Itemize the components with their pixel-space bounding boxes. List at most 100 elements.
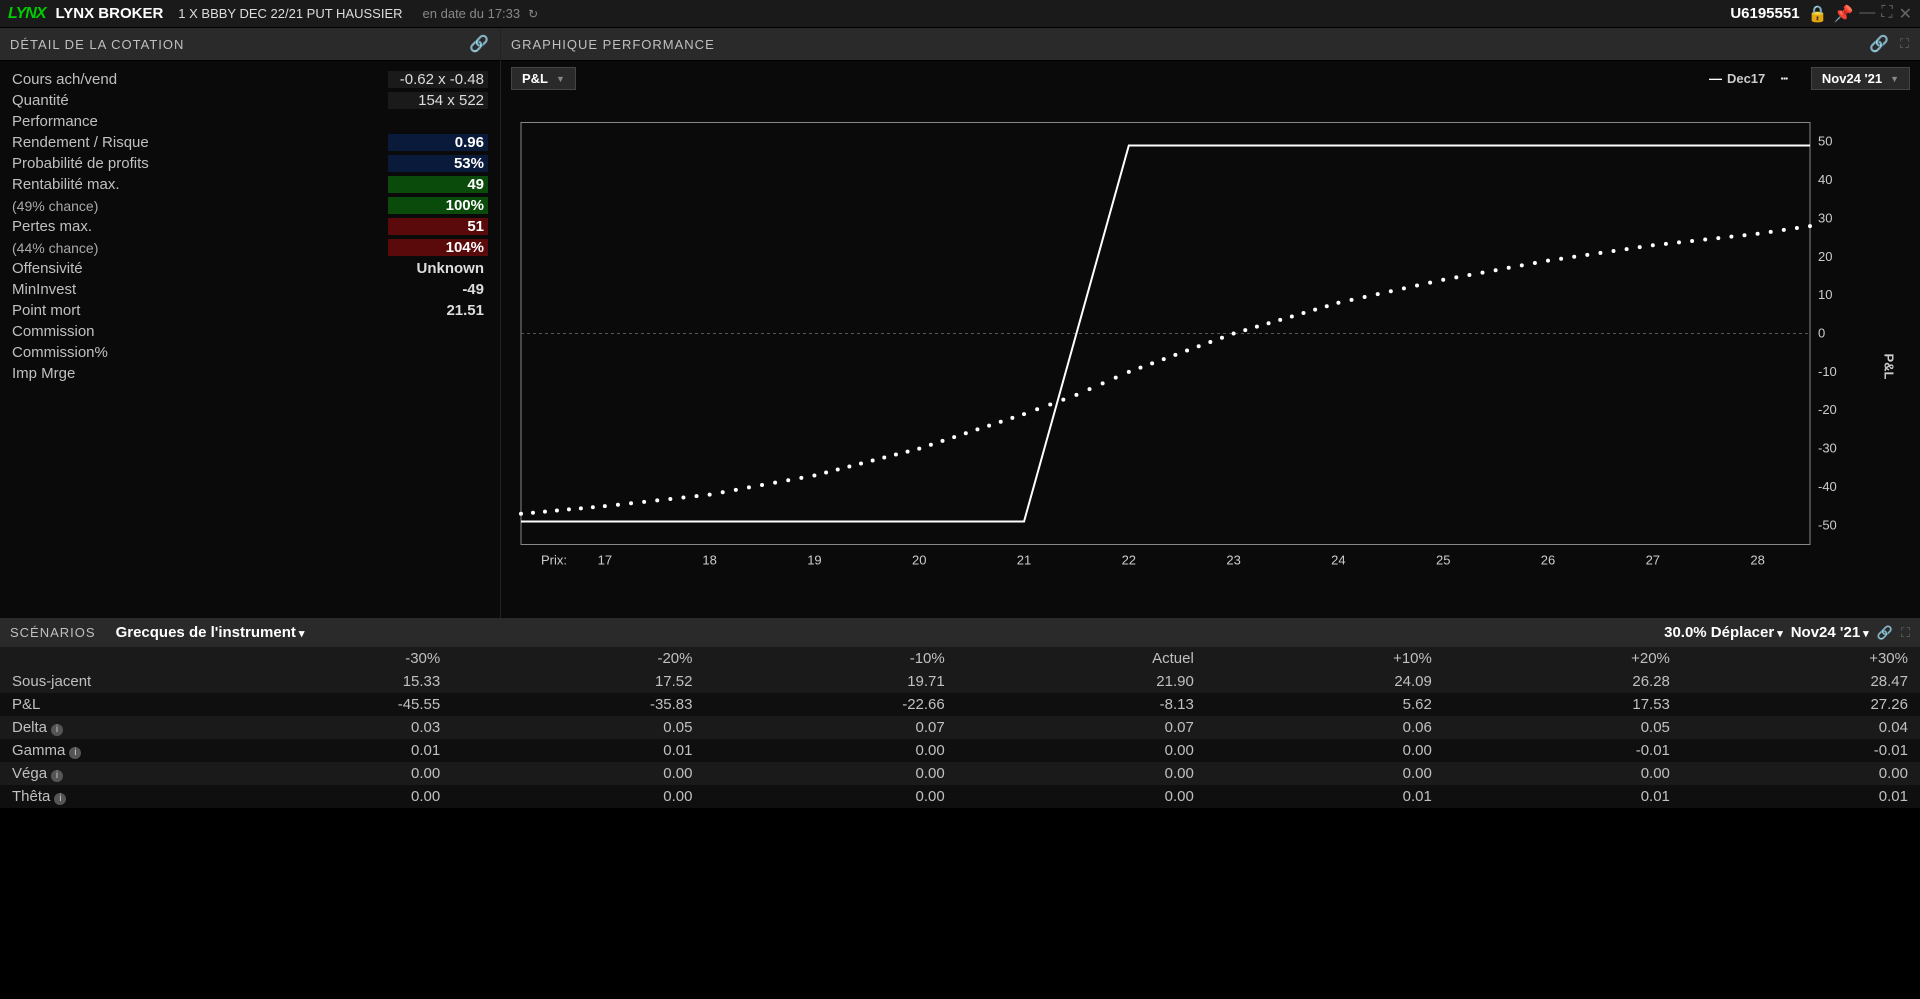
greeks-dropdown[interactable]: Grecques de l'instrument <box>116 624 305 641</box>
scenarios-header: SCÉNARIOS Grecques de l'instrument 30.0%… <box>0 618 1920 647</box>
scenario-cell: -35.83 <box>452 693 704 716</box>
date-dropdown[interactable]: Nov24 '21 <box>1811 67 1910 90</box>
scenario-cell: 21.90 <box>957 670 1206 693</box>
svg-text:24: 24 <box>1331 553 1345 568</box>
scenario-cell: 0.01 <box>1206 785 1444 808</box>
expand-icon[interactable]: ⛶ <box>1901 625 1910 641</box>
info-icon[interactable]: i <box>54 793 66 805</box>
svg-text:0: 0 <box>1818 326 1825 341</box>
svg-text:27: 27 <box>1646 553 1660 568</box>
legend-solid: Dec17 <box>1709 71 1765 86</box>
scenario-cell: 0.07 <box>957 716 1206 739</box>
imp-mrge-label: Imp Mrge <box>12 365 488 382</box>
broker-name: LYNX BROKER <box>55 5 163 22</box>
svg-text:-40: -40 <box>1818 479 1837 494</box>
breakeven-value: 21.51 <box>388 302 488 319</box>
scenario-row-label: Deltai <box>0 716 200 739</box>
timestamp: en date du 17:33 <box>423 6 521 21</box>
svg-text:19: 19 <box>807 553 821 568</box>
quote-panel-title: DÉTAIL DE LA COTATION <box>10 37 184 52</box>
info-icon[interactable]: i <box>51 724 63 736</box>
scenarios-table: -30%-20%-10%Actuel+10%+20%+30%Sous-jacen… <box>0 647 1920 808</box>
scenario-row-label: Thêtai <box>0 785 200 808</box>
scenario-row: Végai0.000.000.000.000.000.000.00 <box>0 762 1920 785</box>
scenario-cell: 0.01 <box>200 739 452 762</box>
refresh-icon[interactable]: ↻ <box>528 7 538 21</box>
scenario-cell: 0.05 <box>1444 716 1682 739</box>
scenario-column-header: +10% <box>1206 647 1444 670</box>
prob-value: 53% <box>388 155 488 172</box>
scenario-cell: 26.28 <box>1444 670 1682 693</box>
risk-label: Rendement / Risque <box>12 134 388 151</box>
logo: LYNX <box>8 5 45 23</box>
loss-label: Pertes max. <box>12 218 388 235</box>
scenario-column-header: -20% <box>452 647 704 670</box>
chart-panel: GRAPHIQUE PERFORMANCE 🔗 ⛶ P&L Dec17 Nov2… <box>500 28 1920 618</box>
svg-text:30: 30 <box>1818 210 1832 225</box>
pin-icon[interactable]: 📌 <box>1833 4 1853 24</box>
metric-dropdown[interactable]: P&L <box>511 67 576 90</box>
loss-pct: 104% <box>388 239 488 256</box>
profit-label: Rentabilité max. <box>12 176 388 193</box>
scenario-cell: 0.06 <box>1206 716 1444 739</box>
info-icon[interactable]: i <box>69 747 81 759</box>
scenario-cell: -0.01 <box>1682 739 1920 762</box>
link-icon[interactable]: 🔗 <box>1869 34 1890 54</box>
profit-value: 49 <box>388 176 488 193</box>
scenario-column-header: +20% <box>1444 647 1682 670</box>
scenario-row: Gammai0.010.010.000.000.00-0.01-0.01 <box>0 739 1920 762</box>
scenario-row: Thêtai0.000.000.000.000.010.010.01 <box>0 785 1920 808</box>
scenario-row: P&L-45.55-35.83-22.66-8.135.6217.5327.26 <box>0 693 1920 716</box>
svg-text:21: 21 <box>1017 553 1031 568</box>
mininvest-value: -49 <box>388 281 488 298</box>
prob-label: Probabilité de profits <box>12 155 388 172</box>
profit-sub-label: (49% chance) <box>12 198 388 214</box>
expand-icon[interactable]: ⛶ <box>1900 36 1910 52</box>
metric-label: P&L <box>522 71 548 86</box>
risk-value: 0.96 <box>388 134 488 151</box>
svg-text:26: 26 <box>1541 553 1555 568</box>
svg-text:20: 20 <box>912 553 926 568</box>
maximize-icon[interactable]: ⛶ <box>1881 4 1892 24</box>
scenario-cell: -8.13 <box>957 693 1206 716</box>
scenario-row-label: Végai <box>0 762 200 785</box>
scenario-cell: 17.53 <box>1444 693 1682 716</box>
scenario-cell: 17.52 <box>452 670 704 693</box>
chart-container: 50403020100-10-20-30-40-5017181920212223… <box>501 96 1920 621</box>
scenario-cell: 0.07 <box>705 716 957 739</box>
scenario-cell: 0.00 <box>452 785 704 808</box>
minimize-icon[interactable]: — <box>1859 4 1875 24</box>
scenario-cell: 0.00 <box>1206 739 1444 762</box>
scenario-cell: 0.00 <box>957 762 1206 785</box>
commission-label: Commission <box>12 323 488 340</box>
app-header: LYNX LYNX BROKER 1 X BBBY DEC 22/21 PUT … <box>0 0 1920 28</box>
scenario-date-dropdown[interactable]: Nov24 '21 <box>1791 624 1869 641</box>
scenario-cell: 27.26 <box>1682 693 1920 716</box>
chart-panel-header: GRAPHIQUE PERFORMANCE 🔗 ⛶ <box>501 28 1920 61</box>
scenario-cell: 0.00 <box>1682 762 1920 785</box>
scenario-cell: 0.00 <box>705 762 957 785</box>
scenarios-title: SCÉNARIOS <box>10 625 96 640</box>
chart-panel-title: GRAPHIQUE PERFORMANCE <box>511 37 715 52</box>
close-icon[interactable]: ✕ <box>1899 4 1912 24</box>
commission-pct-label: Commission% <box>12 344 488 361</box>
svg-text:50: 50 <box>1818 134 1832 149</box>
legend-dotted <box>1780 71 1796 86</box>
position-description: 1 X BBBY DEC 22/21 PUT HAUSSIER <box>178 6 402 21</box>
qty-label: Quantité <box>12 92 388 109</box>
scenario-cell: 0.00 <box>705 739 957 762</box>
link-icon[interactable]: 🔗 <box>469 34 490 54</box>
scenario-cell: 5.62 <box>1206 693 1444 716</box>
scenario-cell: 0.00 <box>957 739 1206 762</box>
link-icon[interactable]: 🔗 <box>1877 625 1893 641</box>
offense-label: Offensivité <box>12 260 388 277</box>
move-dropdown[interactable]: 30.0% Déplacer <box>1664 624 1783 641</box>
lock-icon[interactable]: 🔒 <box>1808 4 1828 24</box>
info-icon[interactable]: i <box>51 770 63 782</box>
svg-text:40: 40 <box>1818 172 1832 187</box>
scenario-cell: -0.01 <box>1444 739 1682 762</box>
scenario-cell: 0.04 <box>1682 716 1920 739</box>
svg-text:-20: -20 <box>1818 402 1837 417</box>
profit-pct: 100% <box>388 197 488 214</box>
loss-sub-label: (44% chance) <box>12 240 388 256</box>
